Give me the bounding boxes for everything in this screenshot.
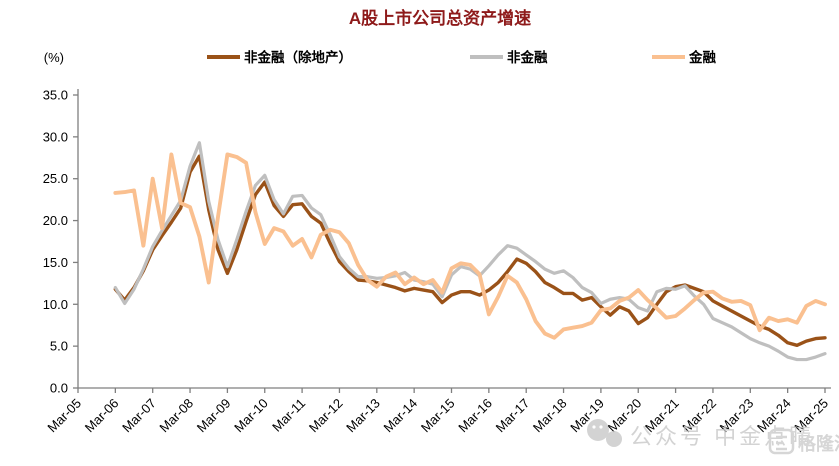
legend-label-nonfin-ex-property: 非金融（除地产） <box>244 49 352 65</box>
y-tick-label: 35.0 <box>43 88 68 103</box>
legend-label-nonfin: 非金融 <box>507 49 548 65</box>
legend: 非金融（除地产） 非金融 金融 <box>207 49 717 65</box>
x-tick-label: Mar-08 <box>156 396 196 436</box>
y-tick-label: 15.0 <box>43 255 68 270</box>
x-tick-label: Mar-13 <box>343 396 383 436</box>
x-tick-label: Mar-16 <box>455 396 495 436</box>
y-tick-label: 25.0 <box>43 171 68 186</box>
legend-item-nonfin: 非金融 <box>470 49 548 65</box>
legend-item-nonfin-ex-property: 非金融（除地产） <box>207 49 352 65</box>
x-tick-label: Mar-15 <box>418 396 458 436</box>
y-axis-unit-label: (%) <box>44 50 64 65</box>
watermark: 公众号 中金点睛 格隆汇 <box>587 419 839 455</box>
y-tick-label: 30.0 <box>43 129 68 144</box>
x-tick-label: Mar-06 <box>82 396 122 436</box>
series-line-financial <box>113 152 827 340</box>
series-line-nonfin-ex-property <box>113 154 827 348</box>
x-tick-label: Mar-05 <box>44 396 84 436</box>
y-tick-label: 0.0 <box>50 381 68 396</box>
series-line-nonfin <box>113 141 827 362</box>
chart-title: A股上市公司总资产增速 <box>349 8 531 28</box>
x-tick-label: Mar-17 <box>493 396 533 436</box>
gelonghui-logo-text: 格隆汇 <box>798 433 839 454</box>
series-lines <box>113 141 827 362</box>
wechat-icon <box>587 419 622 447</box>
x-tick-label: Mar-11 <box>269 396 308 435</box>
x-tick-label: Mar-07 <box>119 396 159 436</box>
y-tick-label: 20.0 <box>43 213 68 228</box>
y-tick-label: 10.0 <box>43 297 68 312</box>
x-tick-label: Mar-18 <box>530 396 570 436</box>
x-tick-label: Mar-09 <box>194 396 234 436</box>
y-tick-label: 5.0 <box>50 339 68 354</box>
legend-item-financial: 金融 <box>652 49 717 65</box>
legend-label-financial: 金融 <box>688 49 717 65</box>
x-tick-label: Mar-14 <box>381 396 421 436</box>
x-tick-label: Mar-12 <box>306 396 346 436</box>
gelonghui-logo-icon <box>768 428 795 455</box>
y-axis: 0.0 5.0 10.0 15.0 20.0 25.0 30.0 35.0 <box>43 88 79 396</box>
x-tick-label: Mar-10 <box>231 396 271 436</box>
